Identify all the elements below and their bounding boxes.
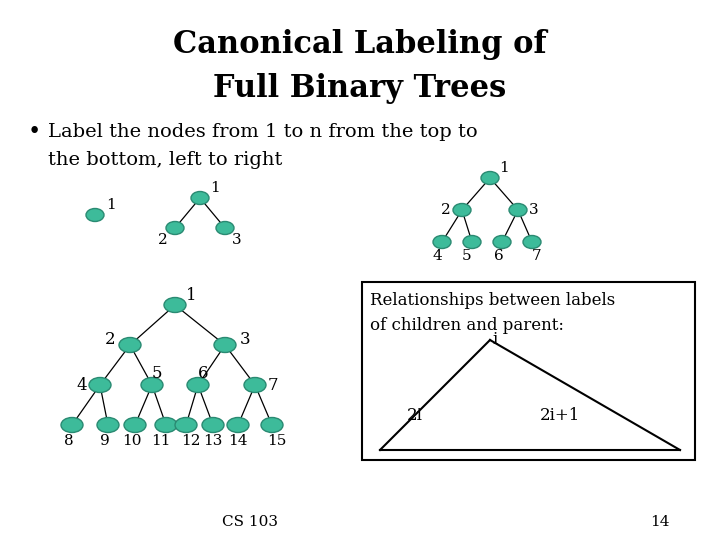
Text: 11: 11	[151, 434, 171, 448]
Ellipse shape	[124, 417, 146, 433]
Text: 3: 3	[232, 233, 242, 247]
Bar	[362, 282, 695, 460]
Ellipse shape	[89, 377, 111, 393]
Ellipse shape	[187, 377, 209, 393]
Ellipse shape	[244, 377, 266, 393]
Text: 10: 10	[122, 434, 142, 448]
Ellipse shape	[202, 417, 224, 433]
Text: 2i+1: 2i+1	[540, 407, 580, 423]
Text: 1: 1	[499, 161, 509, 175]
Text: 1: 1	[186, 287, 197, 303]
Text: 2: 2	[158, 233, 168, 247]
Ellipse shape	[481, 172, 499, 185]
Text: the bottom, left to right: the bottom, left to right	[48, 151, 282, 169]
Ellipse shape	[523, 235, 541, 248]
Text: 7: 7	[268, 376, 279, 394]
Ellipse shape	[191, 192, 209, 205]
Ellipse shape	[155, 417, 177, 433]
Ellipse shape	[97, 417, 119, 433]
Ellipse shape	[214, 338, 236, 353]
Text: 8: 8	[64, 434, 74, 448]
Ellipse shape	[480, 348, 500, 362]
Ellipse shape	[453, 204, 471, 217]
Ellipse shape	[261, 417, 283, 433]
Ellipse shape	[493, 235, 511, 248]
Ellipse shape	[166, 221, 184, 234]
Text: 3: 3	[529, 203, 539, 217]
Text: 2i: 2i	[407, 407, 423, 423]
Text: 2: 2	[104, 332, 115, 348]
Text: 14: 14	[650, 515, 670, 529]
Text: 5: 5	[152, 364, 162, 381]
Text: 14: 14	[228, 434, 248, 448]
Ellipse shape	[86, 208, 104, 221]
Text: 4: 4	[77, 376, 87, 394]
Text: 6: 6	[494, 249, 504, 263]
Ellipse shape	[433, 235, 451, 248]
Text: 4: 4	[432, 249, 442, 263]
Text: i: i	[492, 332, 498, 348]
Text: 3: 3	[240, 332, 251, 348]
Ellipse shape	[430, 408, 450, 422]
Ellipse shape	[520, 408, 540, 422]
Text: Label the nodes from 1 to n from the top to: Label the nodes from 1 to n from the top…	[48, 123, 477, 141]
Text: CS 103: CS 103	[222, 515, 278, 529]
Text: Canonical Labeling of: Canonical Labeling of	[174, 30, 546, 60]
Text: Full Binary Trees: Full Binary Trees	[213, 72, 507, 104]
Ellipse shape	[164, 298, 186, 313]
Text: 1: 1	[106, 198, 116, 212]
Ellipse shape	[509, 204, 527, 217]
Text: Relationships between labels: Relationships between labels	[370, 292, 616, 309]
Text: 12: 12	[181, 434, 201, 448]
Ellipse shape	[216, 221, 234, 234]
Ellipse shape	[119, 338, 141, 353]
Ellipse shape	[61, 417, 83, 433]
Text: 1: 1	[210, 181, 220, 195]
Ellipse shape	[227, 417, 249, 433]
Text: of children and parent:: of children and parent:	[370, 317, 564, 334]
Ellipse shape	[175, 417, 197, 433]
Ellipse shape	[141, 377, 163, 393]
Ellipse shape	[463, 235, 481, 248]
Text: 5: 5	[462, 249, 472, 263]
Text: 2: 2	[441, 203, 451, 217]
Text: 7: 7	[532, 249, 542, 263]
Text: 15: 15	[267, 434, 287, 448]
Text: •: •	[28, 121, 41, 143]
Text: 9: 9	[100, 434, 110, 448]
Text: 13: 13	[203, 434, 222, 448]
Text: 6: 6	[198, 364, 208, 381]
